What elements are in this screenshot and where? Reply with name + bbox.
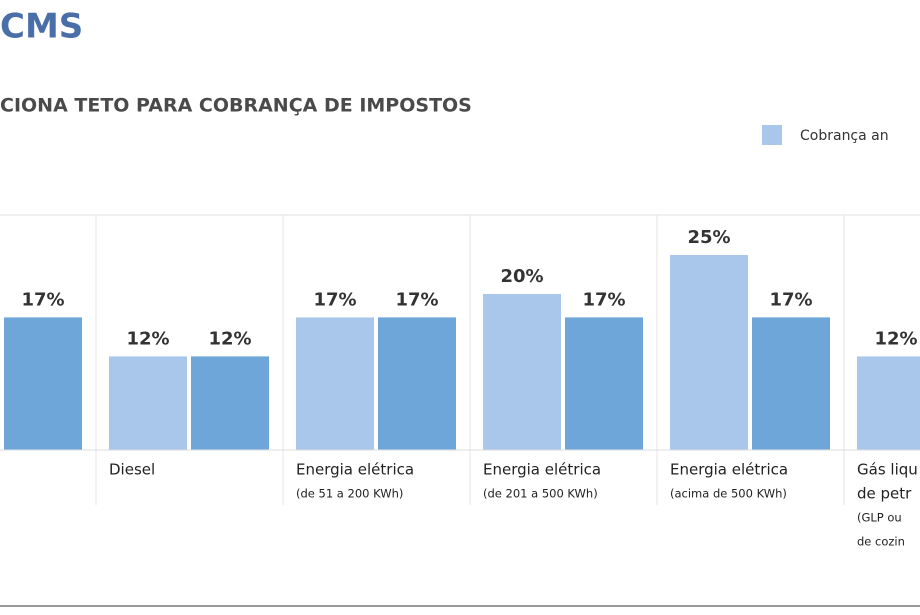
x-tick-label: Diesel [109, 461, 155, 479]
bar [191, 356, 269, 450]
x-tick-label: de petr [857, 485, 912, 503]
x-tick-label: Energia elétrica [296, 461, 414, 479]
x-tick-label: (GLP ou [857, 511, 902, 525]
value-label: 12% [126, 328, 169, 349]
x-tick-label: Gás liqu [857, 461, 918, 479]
value-label: 12% [874, 328, 917, 349]
value-label: 12% [208, 328, 251, 349]
x-tick-label: Energia elétrica [670, 461, 788, 479]
bar [296, 317, 374, 450]
value-label: 17% [21, 289, 64, 310]
x-tick-label: (de 51 a 200 KWh) [296, 487, 403, 501]
legend-label: Cobrança an [800, 128, 889, 144]
bar [857, 356, 920, 450]
x-tick-label: de cozin [857, 535, 905, 549]
value-label: 17% [395, 289, 438, 310]
bar [670, 255, 748, 450]
bar [483, 294, 561, 450]
chart-subtitle: CIONA TETO PARA COBRANÇA DE IMPOSTOS [0, 95, 472, 117]
legend-swatch [762, 125, 782, 145]
chart-title: CMS [0, 7, 83, 47]
x-tick-label: (de 201 a 500 KWh) [483, 487, 598, 501]
value-label: 20% [500, 266, 543, 287]
bar [4, 317, 82, 450]
value-label: 17% [769, 289, 812, 310]
x-tick-label: (acima de 500 KWh) [670, 487, 787, 501]
bar [752, 317, 830, 450]
value-label: 17% [313, 289, 356, 310]
bar [109, 356, 187, 450]
bar [565, 317, 643, 450]
x-tick-label: Energia elétrica [483, 461, 601, 479]
value-label: 25% [687, 227, 730, 248]
value-label: 17% [582, 289, 625, 310]
bar [378, 317, 456, 450]
